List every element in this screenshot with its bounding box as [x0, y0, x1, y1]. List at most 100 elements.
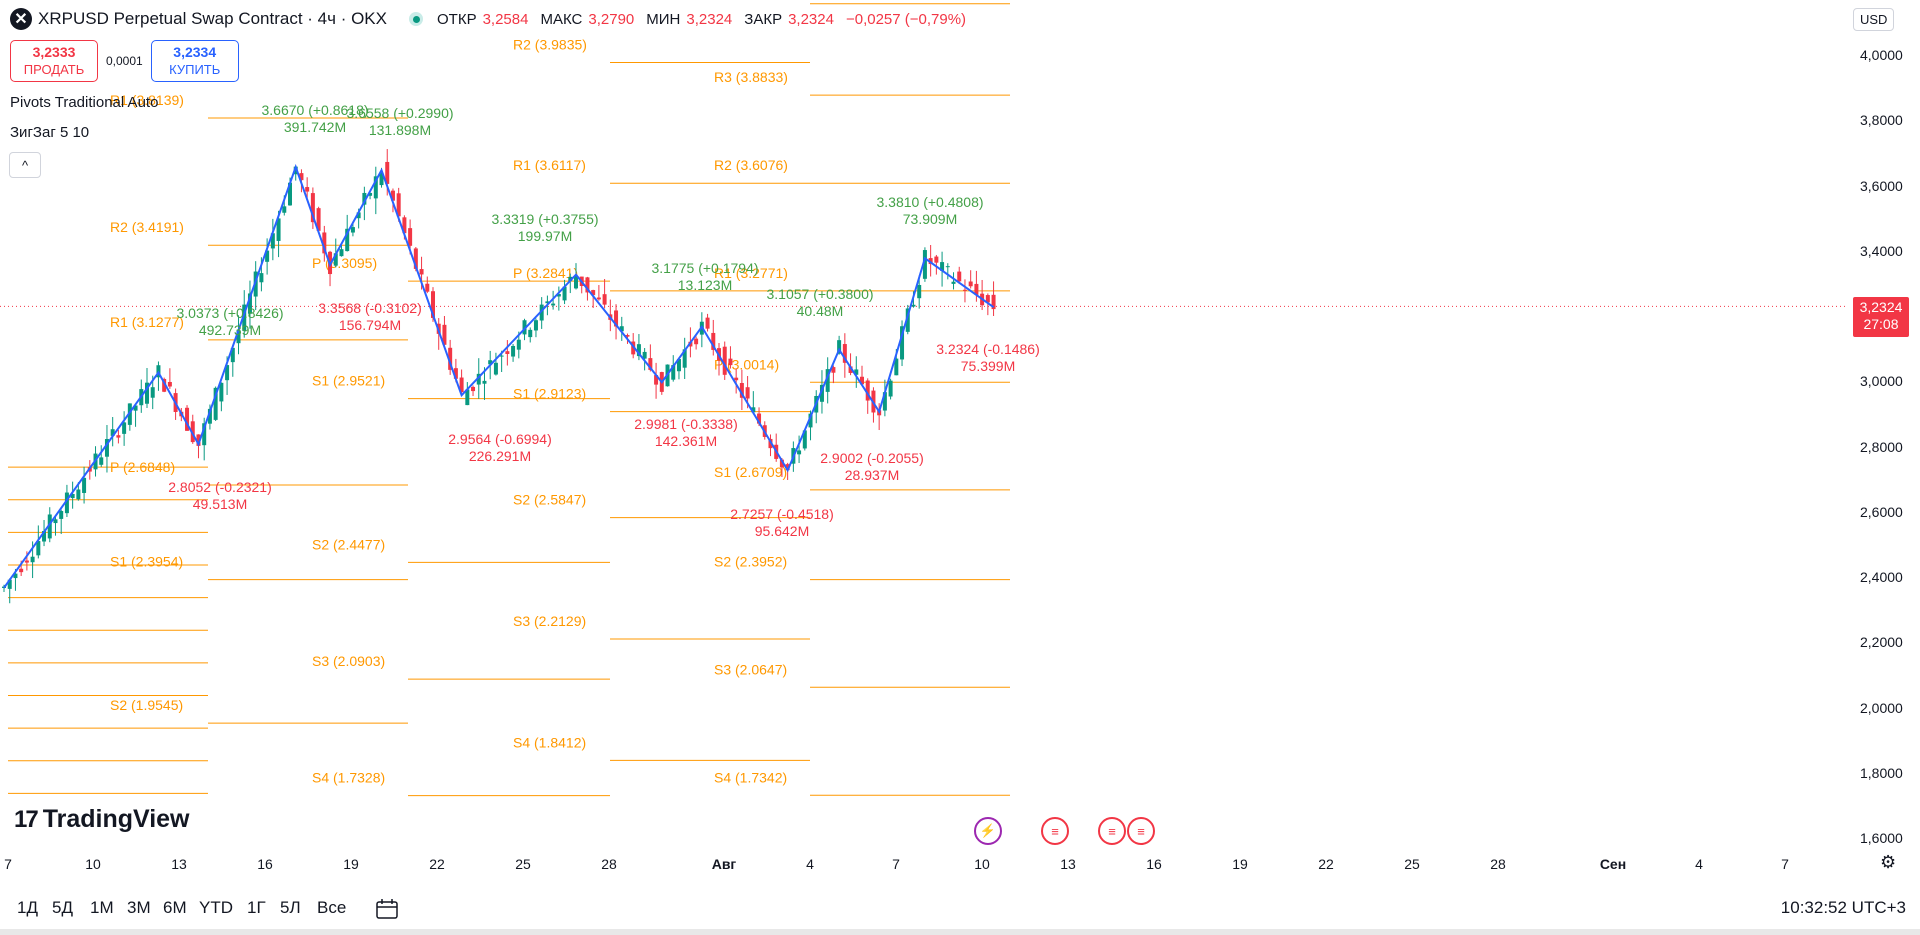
candle-body [70, 494, 75, 499]
candle-body [654, 375, 659, 385]
pivot-label: R2 (3.9835) [513, 37, 587, 53]
candle-body [322, 232, 327, 254]
range-button[interactable]: 1Г [247, 898, 266, 917]
collapse-legend-button[interactable]: ^ [9, 152, 41, 178]
candle-body [488, 360, 493, 365]
range-button[interactable]: 1Д [17, 898, 38, 917]
candle-body [991, 294, 996, 310]
candle-body [288, 182, 292, 206]
tradingview-logo-icon: 17 [14, 805, 39, 833]
buy-button[interactable]: 3,2334 КУПИТЬ [150, 40, 239, 82]
time-tick: Авг [711, 856, 737, 872]
candle-body [379, 173, 384, 186]
candle-body [145, 382, 149, 404]
candle-body [127, 403, 132, 425]
tradingview-logo[interactable]: 17 TradingView [14, 805, 190, 834]
candle-body [219, 382, 224, 402]
gear-icon[interactable]: ⚙ [1880, 852, 1897, 872]
bar-countdown: 27:08 [1863, 316, 1899, 332]
price-axis[interactable]: 4,00003,80003,60003,40003,20003,00002,80… [1846, 0, 1920, 846]
range-button[interactable]: 5Д [52, 898, 73, 917]
zigzag-label-high: 3.1775 (+0.1794) [651, 260, 758, 276]
indicator-zigzag-legend[interactable]: ЗигЗаг 5 10 [10, 124, 90, 141]
candle-body [934, 256, 939, 263]
candle-body [642, 351, 647, 359]
range-button[interactable]: YTD [199, 898, 233, 917]
currency-select[interactable]: USD [1853, 8, 1895, 31]
time-tick: 19 [1232, 856, 1248, 872]
candle-body [333, 253, 338, 266]
time-tick: 22 [429, 856, 445, 872]
clock-timezone[interactable]: 10:32:52 UTC+3 [1780, 898, 1906, 917]
time-tick: 7 [892, 856, 900, 872]
candle-body [900, 326, 905, 360]
event-flag-us-icon[interactable]: ≡ [1041, 817, 1069, 845]
price-tick: 3,8000 [1860, 112, 1903, 129]
zigzag-label-low: 2.7257 (-0.4518) [730, 506, 834, 522]
candle-body [728, 358, 733, 366]
candle-body [42, 530, 47, 542]
zigzag-volume-low: 75.399M [961, 358, 1015, 374]
event-flag-us-icon[interactable]: ≡ [1127, 817, 1155, 845]
candle-body [837, 340, 842, 354]
range-button[interactable]: 1М [90, 898, 114, 917]
calendar-goto-icon[interactable] [374, 898, 400, 925]
range-button[interactable]: 6М [163, 898, 187, 917]
price-tick: 2,0000 [1860, 699, 1903, 716]
event-lightning-icon[interactable]: ⚡ [974, 817, 1002, 845]
candle-body [385, 161, 390, 184]
pivot-label: S3 (2.2129) [513, 613, 586, 629]
market-open-icon [409, 12, 423, 26]
candle-body [957, 271, 962, 282]
candle-body [528, 329, 533, 338]
symbol-header: ✕ XRPUSD Perpetual Swap Contract · 4ч · … [10, 8, 972, 30]
candle-body [59, 510, 64, 519]
sell-button[interactable]: 3,2333 ПРОДАТЬ [10, 40, 98, 82]
candle-body [922, 250, 927, 279]
range-button[interactable]: Все [317, 898, 347, 917]
candle-body [408, 228, 413, 246]
ohlc-close-label: ЗАКР [744, 10, 783, 28]
candle-body [739, 383, 744, 398]
chart-canvas[interactable]: R2 (4.1713)R4 (4.1590)R2 (3.9835)R3 (3.8… [0, 0, 1846, 840]
pivot-label: P (3.2841) [513, 265, 578, 281]
candle-body [905, 308, 910, 332]
candle-body [225, 365, 230, 381]
tradingview-logo-text: TradingView [42, 805, 190, 833]
candle-body [694, 338, 699, 345]
candle-body [734, 377, 739, 381]
pivot-label: S1 (2.9521) [312, 373, 385, 389]
candle-body [104, 439, 109, 457]
trade-panel: 3,2333 ПРОДАТЬ 0,0001 3,2334 КУПИТЬ [10, 40, 239, 82]
event-flag-us-icon[interactable]: ≡ [1098, 817, 1126, 845]
buy-price: 3,2334 [173, 44, 217, 60]
zigzag-line [3, 163, 995, 589]
indicator-pivots-legend[interactable]: Pivots Traditional Auto [10, 94, 159, 111]
zigzag-volume-low: 28.937M [845, 467, 899, 483]
time-axis[interactable]: 7 10 13 16 19 22 25 28 Авг 4 7 10 13 16 19 22 25 28 Сен 4 7 [0, 840, 1920, 890]
candle-body [476, 373, 481, 385]
time-tick: 19 [343, 856, 359, 872]
candle-body [259, 273, 264, 283]
time-tick: 13 [1060, 856, 1076, 872]
candle-body [299, 173, 304, 181]
range-button[interactable]: 3М [127, 898, 151, 917]
candle-body [831, 367, 836, 373]
range-button[interactable]: 5Л [280, 898, 301, 917]
candle-body [493, 362, 498, 375]
candle-body [985, 295, 990, 303]
candle-body [625, 335, 630, 337]
candle-body [207, 408, 212, 424]
candle-body [585, 277, 590, 293]
candle-body [945, 266, 950, 268]
time-tick: 4 [1695, 856, 1703, 872]
last-price-label: 3,2324 27:08 [1853, 297, 1909, 337]
chart-area[interactable]: R2 (4.1713)R4 (4.1590)R2 (3.9835)R3 (3.8… [0, 0, 1846, 840]
pivot-label: R2 (3.4191) [110, 219, 184, 235]
symbol-title[interactable]: XRPUSD Perpetual Swap Contract · 4ч · OK… [38, 9, 387, 28]
spread-value: 0,0001 [106, 54, 143, 68]
candle-body [745, 387, 750, 399]
pivot-label: S4 (1.8412) [513, 734, 586, 750]
candle-body [82, 477, 87, 493]
sell-price: 3,2333 [32, 44, 76, 60]
